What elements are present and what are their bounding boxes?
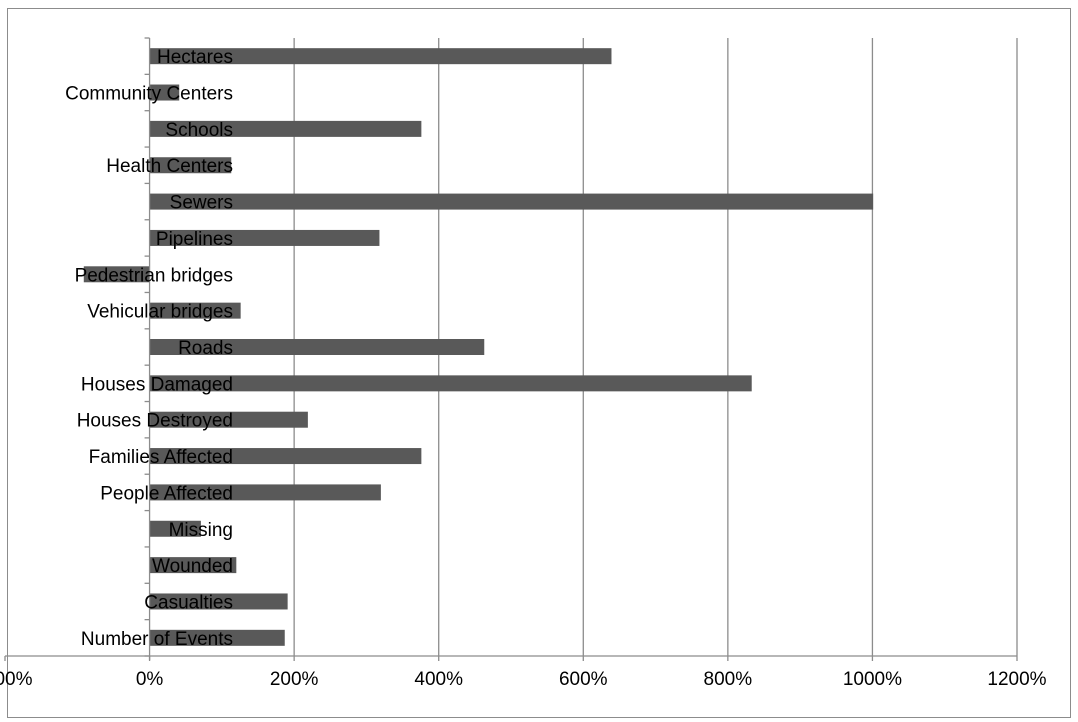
category-label: Vehicular bridges [87, 302, 233, 323]
bar-houses-damaged [149, 375, 752, 392]
category-label: Casualties [144, 592, 233, 613]
bar-families-affected [149, 448, 422, 465]
grid-lines [293, 38, 1018, 656]
bar-casualties [149, 593, 288, 610]
category-label: Families Affected [89, 447, 233, 468]
category-label: Health Centers [106, 156, 233, 177]
bar-sewers [149, 193, 874, 210]
category-label: Houses Damaged [81, 374, 233, 395]
bar-people-affected [149, 484, 381, 501]
bar-pedestrian-bridges [83, 266, 150, 283]
bars [83, 48, 874, 646]
x-tick-label: 800% [704, 669, 753, 690]
bar-health-centers [149, 157, 232, 174]
x-tick-label: 600% [559, 669, 608, 690]
x-tick-label: 1000% [843, 669, 902, 690]
bar-schools [149, 120, 422, 137]
bar-wounded [149, 557, 237, 574]
category-label: Schools [165, 120, 233, 141]
x-tick-label: 0% [136, 669, 164, 690]
x-tick-label: -200% [0, 669, 33, 690]
category-label: Houses Destroyed [77, 411, 233, 432]
category-label: Missing [169, 520, 233, 541]
axes [4, 37, 1018, 661]
category-label: Number of Events [81, 629, 233, 650]
bar-vehicular-bridges [149, 302, 241, 319]
category-label: Pedestrian bridges [75, 265, 233, 286]
bar-roads [149, 339, 485, 355]
x-tick-label: 400% [414, 669, 463, 690]
bar-community-centers [149, 84, 180, 101]
category-label: Wounded [152, 556, 233, 577]
bar-missing [149, 520, 201, 537]
category-label: Sewers [170, 193, 233, 214]
category-label: People Affected [100, 483, 233, 504]
bar-pipelines [149, 229, 380, 246]
category-label: Community Centers [65, 84, 233, 105]
x-tick-label: 1200% [987, 669, 1046, 690]
bar-hectares [149, 48, 612, 65]
category-labels: Number of Events Casualties Wounded Missing… [65, 47, 233, 650]
category-label: Roads [178, 338, 233, 359]
bar-number-of-events [149, 629, 285, 646]
bar-houses-destroyed [149, 411, 308, 428]
x-tick-labels: -200% 0% 200% 400% 600% 800% 1000% 1200% [0, 669, 1047, 690]
category-label: Pipelines [156, 229, 233, 250]
x-tick-label: 200% [270, 669, 319, 690]
category-label: Hectares [157, 47, 233, 68]
